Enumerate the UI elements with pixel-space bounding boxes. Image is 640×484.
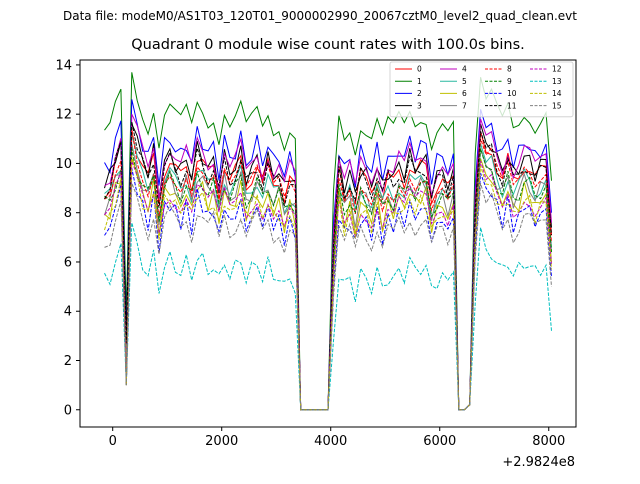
series-line-8 [104, 128, 552, 411]
x-tick-label: 8000 [532, 434, 565, 449]
y-tick-label: 4 [64, 305, 72, 320]
x-tick-label: 6000 [423, 434, 456, 449]
series-line-9 [104, 148, 552, 411]
legend-label-15: 15 [552, 101, 562, 110]
legend-label-14: 14 [552, 89, 562, 98]
series-line-14 [104, 155, 552, 411]
legend-label-8: 8 [507, 65, 512, 74]
legend-label-5: 5 [462, 77, 467, 86]
legend-label-9: 9 [507, 77, 512, 86]
y-tick-label: 0 [64, 403, 72, 418]
plot-frame [79, 59, 577, 428]
series-line-15 [104, 183, 552, 411]
series-layer [104, 72, 552, 411]
legend-label-3: 3 [417, 101, 422, 110]
y-tick-label: 12 [55, 108, 72, 123]
y-tick-label: 10 [55, 157, 72, 172]
y-tick-label: 6 [64, 255, 72, 270]
legend-label-12: 12 [552, 65, 562, 74]
chart-title: Quadrant 0 module wise count rates with … [131, 37, 525, 53]
y-tick-label: 2 [64, 354, 72, 369]
x-offset-label: +2.9824e8 [502, 455, 575, 470]
legend-label-0: 0 [417, 65, 422, 74]
legend-box [389, 61, 574, 118]
legend-label-1: 1 [417, 77, 422, 86]
legend-label-7: 7 [462, 101, 467, 110]
y-tick-label: 8 [64, 206, 72, 221]
legend-label-13: 13 [552, 77, 562, 86]
x-tick-label: 4000 [314, 434, 347, 449]
x-tick-label: 2000 [205, 434, 238, 449]
y-tick-label: 14 [55, 58, 72, 73]
chart-suptitle: Data file: modeM0/AS1T03_120T01_90000029… [63, 9, 577, 23]
legend-label-2: 2 [417, 89, 422, 98]
legend-label-11: 11 [507, 101, 517, 110]
legend-label-6: 6 [462, 89, 467, 98]
legend-label-4: 4 [462, 65, 467, 74]
x-tick-label: 0 [109, 434, 117, 449]
legend-label-10: 10 [507, 89, 517, 98]
